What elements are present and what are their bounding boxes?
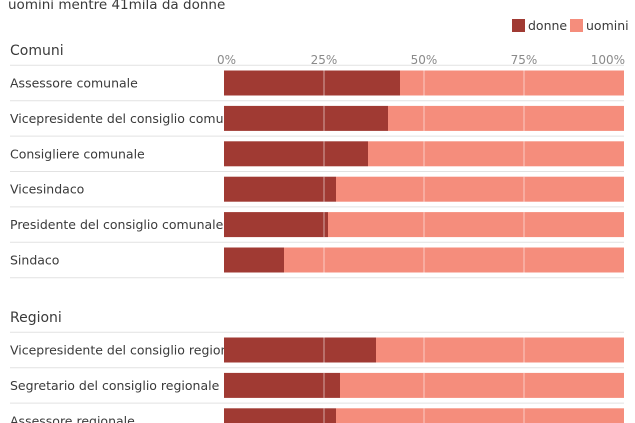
bar-uomini[interactable]: [340, 372, 624, 398]
legend-swatch-uomini[interactable]: [570, 19, 583, 32]
bar-donne[interactable]: [224, 408, 336, 423]
row-label: Vicepresidente del consiglio comunale: [10, 111, 251, 126]
bar-uomini[interactable]: [336, 176, 624, 202]
row-label: Assessore regionale: [10, 413, 135, 423]
bar-donne[interactable]: [224, 247, 284, 273]
bar-donne[interactable]: [224, 176, 336, 202]
bar-uomini[interactable]: [328, 212, 624, 238]
row-label: Assessore comunale: [10, 76, 138, 91]
bar-uomini[interactable]: [284, 247, 624, 273]
chart-subtitle: uomini mentre 41mila da donne: [8, 0, 225, 13]
axis-tick-label: 25%: [311, 53, 338, 67]
axis-tick-label: 50%: [411, 53, 438, 67]
bar-uomini[interactable]: [336, 408, 624, 423]
bar-donne[interactable]: [224, 70, 400, 96]
bar-donne[interactable]: [224, 141, 368, 167]
section-title-comuni: Comuni: [10, 43, 64, 59]
bar-uomini[interactable]: [368, 141, 624, 167]
bar-uomini[interactable]: [388, 105, 624, 131]
legend-swatch-donne[interactable]: [512, 19, 525, 32]
bar-donne[interactable]: [224, 105, 388, 131]
row-label: Consigliere comunale: [10, 146, 145, 161]
bar-uomini[interactable]: [376, 337, 624, 363]
bar-donne[interactable]: [224, 372, 340, 398]
legend-label-uomini: uomini: [586, 18, 629, 33]
row-label: Presidente del consiglio comunale: [10, 217, 224, 232]
row-label: Segretario del consiglio regionale: [10, 378, 220, 393]
bar-uomini[interactable]: [400, 70, 624, 96]
axis-tick-label: 100%: [591, 53, 625, 67]
legend-label-donne: donne: [528, 18, 567, 33]
bar-donne[interactable]: [224, 212, 328, 238]
section-title-regioni: Regioni: [10, 310, 62, 326]
axis-tick-label: 0%: [217, 53, 236, 67]
row-label: Sindaco: [10, 253, 59, 268]
row-label: Vicepresidente del consiglio regionale: [10, 343, 248, 358]
row-label: Vicesindaco: [10, 182, 84, 197]
bar-donne[interactable]: [224, 337, 376, 363]
axis-tick-label: 75%: [511, 53, 538, 67]
